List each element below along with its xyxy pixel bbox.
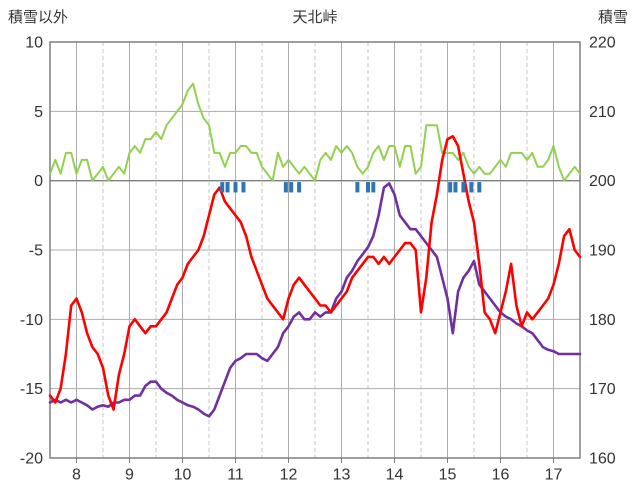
x-tick-label: 8 xyxy=(72,466,81,483)
x-tick-label: 16 xyxy=(492,466,510,483)
x-tick-label: 15 xyxy=(439,466,457,483)
left-axis-title: 積雪以外 xyxy=(8,9,69,26)
x-tick-label: 12 xyxy=(280,466,298,483)
left-tick-label: -20 xyxy=(20,451,43,468)
x-tick-label: 14 xyxy=(386,466,404,483)
left-tick-label: 10 xyxy=(25,35,43,52)
x-tick-label: 17 xyxy=(545,466,563,483)
right-tick-label: 220 xyxy=(589,35,616,52)
left-tick-label: -5 xyxy=(29,243,43,260)
right-tick-label: 200 xyxy=(589,173,616,190)
x-tick-label: 11 xyxy=(227,466,244,483)
chart-title: 天北峠 xyxy=(292,9,338,26)
right-axis-title: 積雪 xyxy=(597,9,628,26)
left-tick-label: 5 xyxy=(34,104,43,121)
right-tick-label: 210 xyxy=(589,104,616,121)
left-tick-label: -15 xyxy=(20,381,43,398)
series-purple xyxy=(48,182,582,418)
left-tick-label: 0 xyxy=(34,173,43,190)
x-tick-label: 9 xyxy=(125,466,134,483)
x-tick-label: 13 xyxy=(333,466,351,483)
left-tick-label: -10 xyxy=(20,312,43,329)
series-red xyxy=(48,135,582,411)
plot-border xyxy=(49,41,581,459)
series-green xyxy=(49,82,581,182)
right-tick-label: 190 xyxy=(589,243,616,260)
right-tick-label: 160 xyxy=(589,451,616,468)
right-tick-label: 170 xyxy=(589,381,616,398)
x-tick-label: 10 xyxy=(174,466,192,483)
right-tick-label: 180 xyxy=(589,312,616,329)
